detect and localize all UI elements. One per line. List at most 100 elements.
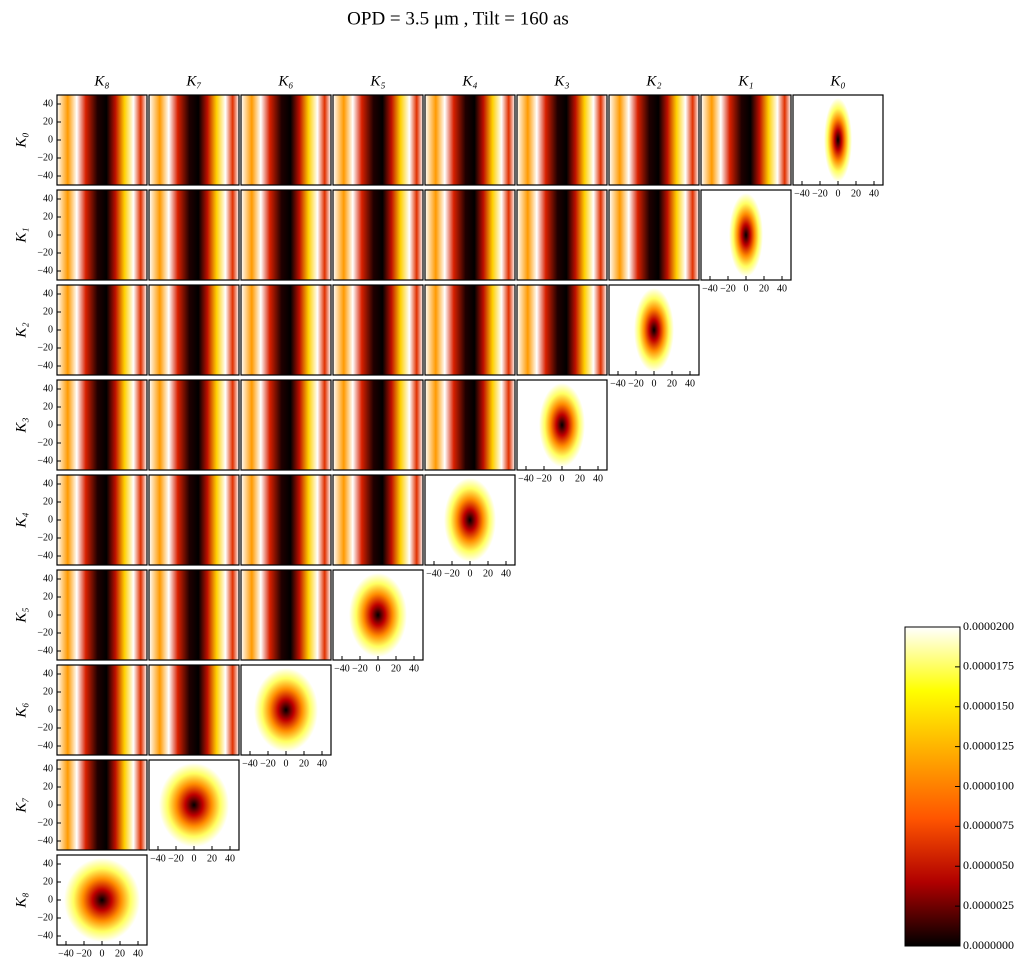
panel-frame — [240, 284, 332, 376]
heatmap-panel — [333, 190, 423, 280]
x-tick-label: −20 — [76, 948, 92, 959]
y-tick-label: 40 — [43, 478, 53, 489]
y-tick-label: 0 — [48, 894, 53, 905]
colorbar-tick-label: 0.0000050 — [963, 858, 1014, 872]
colorbar-tick-label: 0.0000100 — [963, 778, 1014, 792]
row-label: K₁ — [13, 227, 29, 243]
colorbar-tick-label: 0.0000200 — [963, 619, 1014, 633]
heatmap-panel — [149, 190, 239, 280]
colorbar-tick-label: 0.0000125 — [963, 738, 1014, 752]
y-tick-label: 0 — [48, 514, 53, 525]
y-tick-label: 20 — [43, 496, 53, 507]
column-label: K₇ — [185, 73, 201, 89]
y-tick-label: 20 — [43, 306, 53, 317]
x-tick-label: 40 — [133, 948, 143, 959]
column-label: K₆ — [277, 73, 293, 89]
row-label: K₈ — [13, 892, 29, 908]
panel-frame — [148, 189, 240, 281]
y-tick-label: 0 — [48, 229, 53, 240]
x-tick-label: 20 — [483, 568, 493, 579]
y-tick-label: −20 — [37, 437, 53, 448]
row-label: K₅ — [13, 607, 29, 623]
y-tick-label: −20 — [37, 722, 53, 733]
x-tick-label: −20 — [720, 283, 736, 294]
panel-frame — [148, 379, 240, 471]
heatmap-panel — [425, 380, 515, 470]
panel-frame — [608, 189, 700, 281]
x-tick-label: 20 — [575, 473, 585, 484]
heatmap-panel — [57, 570, 147, 660]
colorbar-tick-label: 0.0000075 — [963, 818, 1014, 832]
panel-frame — [148, 664, 240, 756]
heatmap-panel — [241, 190, 331, 280]
x-tick-label: −20 — [260, 758, 276, 769]
colorbar — [904, 626, 961, 947]
panel-frame — [516, 189, 608, 281]
heatmap-spot — [349, 573, 407, 657]
heatmap-panel — [517, 95, 607, 185]
heatmap-spot — [64, 858, 140, 942]
colorbar-tick-label: 0.0000000 — [963, 938, 1014, 952]
x-tick-label: 0 — [744, 283, 749, 294]
heatmap-panel — [609, 190, 699, 280]
panel-frame — [240, 379, 332, 471]
y-tick-label: −40 — [37, 360, 53, 371]
heatmap-panel — [57, 475, 147, 565]
panel-frame — [332, 284, 424, 376]
x-tick-label: 40 — [869, 188, 879, 199]
heatmap-spot — [539, 383, 585, 467]
y-tick-label: −20 — [37, 247, 53, 258]
heatmap-panel — [241, 95, 331, 185]
heatmap-panel — [149, 475, 239, 565]
heatmap-panel — [57, 665, 147, 755]
column-label: K₃ — [553, 73, 569, 89]
x-tick-label: 40 — [501, 568, 511, 579]
heatmap-panel — [57, 285, 147, 375]
y-tick-label: 40 — [43, 763, 53, 774]
panel-frame — [332, 379, 424, 471]
y-tick-label: 0 — [48, 324, 53, 335]
heatmap-panel — [425, 285, 515, 375]
column-label: K₈ — [93, 73, 109, 89]
heatmap-panel — [149, 665, 239, 755]
panel-frame — [148, 569, 240, 661]
x-tick-label: 0 — [652, 378, 657, 389]
x-tick-label: −40 — [242, 758, 258, 769]
chart-title: OPD = 3.5 μm , Tilt = 160 as — [347, 8, 569, 29]
column-label: K₂ — [645, 73, 661, 89]
x-tick-label: 40 — [593, 473, 603, 484]
y-tick-label: 20 — [43, 876, 53, 887]
heatmap-spot — [444, 478, 496, 562]
x-tick-label: 0 — [376, 663, 381, 674]
y-tick-label: −20 — [37, 342, 53, 353]
heatmap-spot — [634, 288, 674, 372]
heatmap-panel — [333, 380, 423, 470]
heatmap-panel — [149, 380, 239, 470]
y-tick-label: 0 — [48, 419, 53, 430]
heatmap-panel — [333, 285, 423, 375]
x-tick-label: 0 — [100, 948, 105, 959]
row-label: K₀ — [13, 132, 29, 148]
x-tick-label: −20 — [352, 663, 368, 674]
heatmap-panel — [333, 475, 423, 565]
y-tick-label: −20 — [37, 152, 53, 163]
x-tick-label: 40 — [317, 758, 327, 769]
heatmap-panel — [517, 285, 607, 375]
x-tick-label: −20 — [628, 378, 644, 389]
panel-frame — [240, 94, 332, 186]
row-label: K₆ — [13, 702, 29, 718]
y-tick-label: 40 — [43, 383, 53, 394]
x-tick-label: −40 — [610, 378, 626, 389]
x-tick-label: 0 — [468, 568, 473, 579]
column-label: K₄ — [461, 73, 477, 89]
y-tick-label: 40 — [43, 98, 53, 109]
panel-frame — [148, 284, 240, 376]
y-tick-label: 20 — [43, 591, 53, 602]
y-tick-label: −40 — [37, 550, 53, 561]
x-tick-label: −20 — [444, 568, 460, 579]
y-tick-label: 40 — [43, 668, 53, 679]
y-tick-label: 20 — [43, 781, 53, 792]
row-label: K₃ — [13, 417, 29, 433]
y-tick-label: 0 — [48, 134, 53, 145]
x-tick-label: 20 — [759, 283, 769, 294]
